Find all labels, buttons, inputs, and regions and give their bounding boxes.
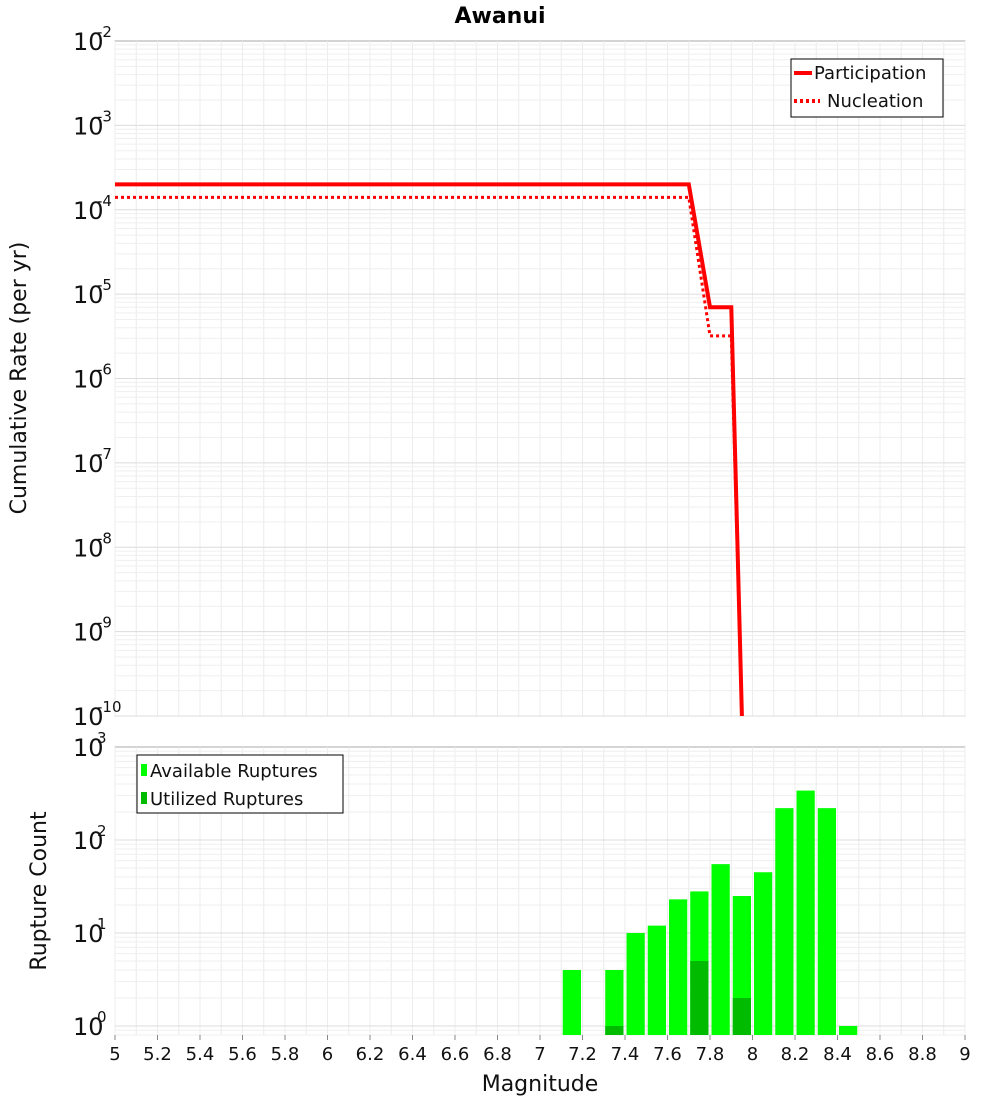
x-tick-label: 7 bbox=[534, 1044, 545, 1065]
x-tick-label: 7.4 bbox=[611, 1044, 640, 1065]
top-ytick-exponent: -6 bbox=[97, 361, 112, 379]
bottom-ytick-label: 10 bbox=[73, 827, 104, 855]
x-tick-label: 8.4 bbox=[823, 1044, 852, 1065]
available-bar bbox=[647, 925, 666, 1035]
x-tick-label: 5 bbox=[109, 1044, 120, 1065]
available-bar bbox=[605, 969, 624, 1035]
top-ytick-exponent: -9 bbox=[97, 614, 112, 632]
legend-participation-label: Participation bbox=[814, 63, 926, 84]
x-tick-label: 6.8 bbox=[483, 1044, 512, 1065]
legend-utilized-swatch bbox=[141, 792, 147, 804]
bottom-ytick-exponent: 1 bbox=[97, 915, 107, 933]
top-ytick-label: 10 bbox=[73, 366, 104, 394]
bottom-ytick-exponent: 0 bbox=[97, 1008, 107, 1026]
legend-available-swatch bbox=[141, 764, 147, 776]
legend-available-label: Available Ruptures bbox=[150, 761, 318, 782]
top-ytick-exponent: -2 bbox=[97, 23, 112, 41]
bottom-bars bbox=[562, 790, 858, 1035]
available-bar bbox=[775, 808, 794, 1035]
top-ytick-label: 10 bbox=[73, 703, 104, 731]
top-ytick-exponent: -10 bbox=[97, 698, 122, 716]
utilized-bar bbox=[605, 1025, 624, 1035]
utilized-bar bbox=[690, 960, 709, 1035]
top-y-axis-label: Cumulative Rate (per yr) bbox=[7, 242, 32, 515]
available-bar bbox=[626, 932, 645, 1035]
x-axis-label: Magnitude bbox=[482, 1072, 599, 1097]
available-bar bbox=[669, 899, 688, 1035]
top-series bbox=[115, 182, 744, 717]
x-tick-label: 7.8 bbox=[696, 1044, 725, 1065]
top-grid bbox=[114, 41, 966, 717]
top-legend-box bbox=[790, 58, 944, 118]
top-ytick-label: 10 bbox=[73, 534, 104, 562]
bottom-ytick-label: 10 bbox=[73, 734, 104, 762]
available-bar bbox=[562, 969, 581, 1035]
top-ytick-label: 10 bbox=[73, 281, 104, 309]
top-ytick-exponent: -3 bbox=[97, 107, 112, 125]
x-tick-label: 5.8 bbox=[271, 1044, 300, 1065]
top-ytick-label: 10 bbox=[73, 197, 104, 225]
top-ytick-exponent: -8 bbox=[97, 529, 112, 547]
available-bar bbox=[817, 808, 836, 1035]
top-ytick-label: 10 bbox=[73, 112, 104, 140]
legend-utilized-label: Utilized Ruptures bbox=[150, 789, 303, 810]
x-tick-label: 8 bbox=[747, 1044, 758, 1065]
utilized-bar bbox=[732, 997, 751, 1035]
available-bar bbox=[754, 872, 773, 1035]
bottom-ytick-label: 10 bbox=[73, 1013, 104, 1041]
x-tick-label: 7.2 bbox=[568, 1044, 597, 1065]
top-y-ticks: 10-210-310-410-510-610-710-810-910-10 bbox=[73, 23, 122, 731]
bottom-x-ticks: 5 5.2 5.4 5.6 5.8 6 6.2 6.4 6.6 6.8 7 7.2 7.4 7.6 7.8 8… bbox=[109, 1035, 971, 1065]
top-ytick-label: 10 bbox=[73, 28, 104, 56]
x-tick-label: 8.8 bbox=[908, 1044, 937, 1065]
bottom-legend-box bbox=[136, 754, 344, 814]
x-tick-label: 6.4 bbox=[398, 1044, 427, 1065]
x-tick-label: 6.2 bbox=[356, 1044, 385, 1065]
x-tick-label: 5.2 bbox=[143, 1044, 172, 1065]
top-ytick-exponent: -4 bbox=[97, 192, 112, 210]
bottom-ytick-exponent: 3 bbox=[97, 729, 107, 747]
top-ytick-exponent: -7 bbox=[97, 445, 112, 463]
chart-title: Awanui bbox=[454, 4, 545, 29]
top-ytick-label: 10 bbox=[73, 450, 104, 478]
x-tick-label: 5.4 bbox=[186, 1044, 215, 1065]
available-bar bbox=[796, 790, 815, 1035]
bottom-legend: Available Ruptures Utilized Ruptures bbox=[136, 754, 344, 814]
x-tick-label: 6 bbox=[322, 1044, 333, 1065]
top-panel: 10-210-310-410-510-610-710-810-910-10 Cu… bbox=[7, 23, 966, 731]
legend-nucleation-label: Nucleation bbox=[827, 91, 923, 112]
top-ytick-exponent: -5 bbox=[97, 276, 112, 294]
available-bar bbox=[839, 1025, 858, 1035]
bottom-y-axis-label: Rupture Count bbox=[27, 811, 52, 971]
x-tick-label: 7.6 bbox=[653, 1044, 682, 1065]
top-legend: Participation Nucleation bbox=[790, 58, 944, 118]
x-tick-label: 6.6 bbox=[441, 1044, 470, 1065]
x-tick-label: 8.6 bbox=[866, 1044, 895, 1065]
top-ytick-label: 10 bbox=[73, 619, 104, 647]
bottom-ytick-exponent: 2 bbox=[97, 822, 107, 840]
x-tick-label: 5.6 bbox=[228, 1044, 257, 1065]
available-bar bbox=[711, 864, 730, 1035]
x-tick-label: 8.2 bbox=[781, 1044, 810, 1065]
bottom-ytick-label: 10 bbox=[73, 920, 104, 948]
x-tick-label: 9 bbox=[959, 1044, 970, 1065]
